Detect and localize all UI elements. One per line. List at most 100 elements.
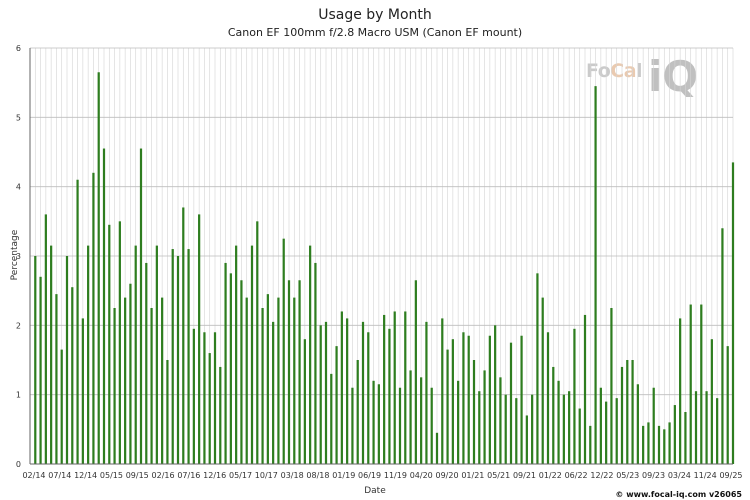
bar — [298, 280, 301, 464]
bar — [420, 377, 423, 464]
bar — [536, 273, 539, 464]
y-tick-label: 0 — [16, 460, 21, 469]
bar — [272, 321, 275, 464]
bar — [583, 314, 587, 464]
x-tick-label: 12/14 — [74, 471, 97, 480]
bar — [435, 432, 439, 464]
x-tick-label: 09/23 — [642, 471, 665, 480]
x-tick-label: 08/18 — [306, 471, 329, 480]
x-tick-label: 06/22 — [565, 471, 588, 480]
bar — [626, 360, 629, 464]
bar — [108, 224, 111, 464]
bar — [425, 321, 428, 464]
bar — [224, 262, 227, 464]
bar — [182, 207, 185, 464]
x-tick-label: 01/22 — [539, 471, 562, 480]
bar — [330, 373, 333, 464]
bar — [171, 249, 174, 464]
x-tick-label: 05/17 — [229, 471, 252, 480]
bar — [50, 245, 53, 464]
x-tick-labels: 02/14 07/14 12/14 05/15 09/15 02/16 07/16 12/16… — [22, 471, 742, 480]
bar — [240, 280, 243, 464]
x-tick-label: 11/19 — [384, 471, 407, 480]
bar — [219, 366, 222, 464]
x-tick-label: 04/20 — [410, 471, 433, 480]
bar — [346, 318, 349, 464]
chart-subtitle: Canon EF 100mm f/2.8 Macro USM (Canon EF… — [227, 26, 523, 39]
bar — [531, 394, 534, 464]
x-tick-label: 01/21 — [461, 471, 484, 480]
bar — [245, 297, 248, 464]
bar — [250, 245, 254, 464]
bar — [721, 228, 724, 464]
y-axis-label: Percentage — [10, 229, 20, 281]
y-tick-labels: 0 1 2 3 4 5 6 — [16, 44, 21, 469]
bar — [710, 339, 713, 464]
y-tick-label: 3 — [16, 252, 21, 261]
bar — [282, 238, 285, 464]
bar — [388, 328, 391, 464]
y-tick-label: 5 — [16, 113, 21, 122]
bar — [568, 391, 571, 464]
bar — [118, 221, 121, 464]
x-tick-label: 07/16 — [177, 471, 200, 480]
bar — [605, 401, 608, 464]
bar — [446, 349, 449, 464]
bar — [541, 297, 544, 464]
bar — [393, 311, 396, 464]
x-tick-label: 09/15 — [126, 471, 149, 480]
bar — [441, 318, 444, 464]
bar — [60, 349, 63, 464]
bar — [694, 391, 698, 464]
bar — [44, 214, 47, 464]
bar — [277, 297, 280, 464]
bar — [309, 245, 312, 464]
x-tick-label: 02/14 — [22, 471, 45, 480]
bar — [314, 262, 317, 464]
bar — [414, 280, 417, 464]
bar — [81, 318, 84, 464]
bar — [509, 342, 513, 464]
bar — [684, 412, 687, 464]
bar — [203, 332, 206, 464]
bar — [139, 148, 143, 465]
bar — [150, 308, 153, 464]
bar — [700, 304, 703, 464]
bar — [187, 249, 190, 464]
bar — [647, 422, 650, 464]
bar — [166, 360, 169, 464]
copyright-footer: © www.focal-iq.com v26065 — [615, 490, 742, 499]
x-tick-label: 01/19 — [332, 471, 355, 480]
bar — [636, 384, 639, 464]
bar — [673, 405, 676, 464]
axes — [29, 48, 733, 465]
bar — [293, 297, 296, 464]
logo-iq-mark: iQ — [648, 52, 699, 101]
bar — [124, 297, 127, 464]
bar — [525, 415, 528, 464]
x-tick-label: 03/24 — [668, 471, 691, 480]
bar — [467, 335, 470, 464]
bar — [324, 321, 328, 464]
bar — [176, 256, 180, 464]
y-tick-label: 1 — [16, 391, 21, 400]
bar — [430, 387, 433, 464]
bar — [663, 429, 666, 464]
bar — [76, 179, 79, 464]
bar — [383, 314, 386, 464]
bar — [398, 387, 402, 464]
bar — [472, 360, 476, 464]
y-tick-label: 6 — [16, 44, 21, 53]
bar — [557, 380, 560, 464]
x-tick-label: 12/16 — [203, 471, 226, 480]
bar — [562, 394, 565, 464]
bar — [546, 332, 550, 464]
bar — [515, 398, 518, 464]
x-tick-label: 02/16 — [152, 471, 175, 480]
bar — [65, 256, 69, 464]
bar — [499, 377, 502, 464]
bar — [488, 335, 491, 464]
bar — [573, 328, 576, 464]
x-tick-label: 05/15 — [100, 471, 123, 480]
bar — [34, 256, 37, 464]
